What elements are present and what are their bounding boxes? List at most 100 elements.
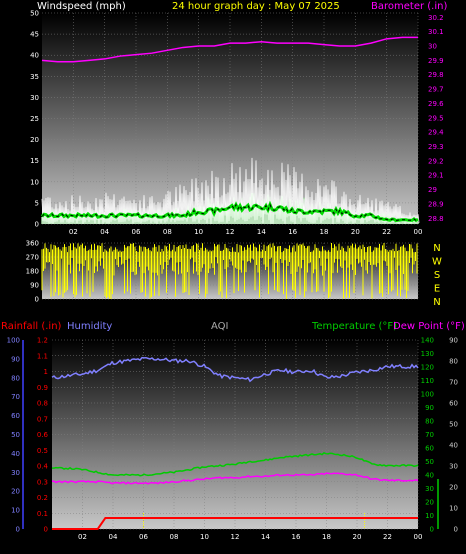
barometer-tick-label: 29.4 (428, 129, 444, 137)
windspeed-tick-label: 20 (30, 136, 39, 144)
humidity-series-line (51, 356, 419, 383)
hour-tick-label: 04 (109, 533, 118, 541)
windspeed-tick-label: 15 (30, 157, 39, 165)
barometer-tick-label: 29.3 (428, 143, 444, 151)
barometer-tick-label: 29.9 (428, 57, 444, 65)
hour-tick-label: 12 (226, 228, 235, 236)
temperature-tick-label: 80 (425, 418, 434, 426)
hour-tick-label: 16 (292, 533, 301, 541)
rainfall-series-line (52, 516, 418, 530)
barometer-tick-label: 30.2 (428, 14, 444, 22)
barometer-tick-label: 29.6 (428, 100, 444, 108)
panel3-grid (52, 339, 419, 530)
temperature-tick-label: 100 (421, 391, 434, 399)
direction-tick-label: 360 (26, 240, 39, 248)
panel3-series (51, 356, 419, 530)
barometer-tick-label: 28.8 (428, 215, 444, 223)
hour-tick-label: 14 (257, 228, 266, 236)
hour-tick-label: 14 (261, 533, 270, 541)
humidity-tick-label: 30 (11, 469, 20, 477)
temperature-tick-label: 120 (421, 364, 434, 372)
hour-tick-label: 20 (353, 533, 362, 541)
aqi-tick-label: 80 (449, 358, 458, 366)
rain-humidity-temperature-panel: 0 0.1 0.2 0.3 0.4 0.5 0.6 0.7 0.8 0.9 1 1.1 1.2 0 10 20… (1, 321, 465, 541)
direction-tick-label: 90 (30, 282, 39, 290)
barometer-tick-label: 29.5 (428, 114, 444, 122)
hour-tick-label: 06 (132, 228, 141, 236)
humidity-tick-label: 0 (16, 526, 20, 534)
compass-label: N (433, 297, 440, 308)
hour-tick-label: 00 (414, 533, 423, 541)
aqi-tick-label: 50 (449, 421, 458, 429)
aqi-tick-label: 40 (449, 442, 458, 450)
temperature-tick-label: 70 (425, 431, 434, 439)
barometer-axis-label: Barometer (.in) (371, 1, 447, 12)
windspeed-tick-label: 0 (35, 221, 39, 229)
humidity-tick-label: 50 (11, 431, 20, 439)
rainfall-tick-label: 0.6 (37, 431, 49, 439)
hour-tick-label: 10 (194, 228, 203, 236)
hour-tick-label: 02 (78, 533, 87, 541)
humidity-tick-label: 70 (11, 393, 20, 401)
rainfall-tick-label: 1 (44, 368, 48, 376)
hour-tick-label: 04 (100, 228, 109, 236)
humidity-axis-label: Humidity (67, 321, 112, 332)
temperature-tick-label: 90 (425, 404, 434, 412)
panel3-ticks: 0 0.1 0.2 0.3 0.4 0.5 0.6 0.7 0.8 0.9 1 1.1 1.2 0 10 20… (7, 337, 458, 542)
aqi-tick-label: 0 (454, 526, 458, 534)
humidity-tick-label: 40 (11, 450, 20, 458)
hour-tick-label: 16 (288, 228, 297, 236)
hour-tick-label: 12 (231, 533, 240, 541)
temperature-tick-label: 130 (421, 350, 434, 358)
panel1-ticks: 0 5 10 15 20 25 30 35 40 45 50 28.8 28.9 29 29.1 29.2 29… (30, 10, 444, 237)
direction-tick-label: 0 (35, 296, 39, 304)
hour-tick-label: 08 (170, 533, 179, 541)
barometer-series-line (41, 36, 418, 63)
windspeed-tick-label: 10 (30, 178, 39, 186)
temperature-tick-label: 60 (425, 445, 434, 453)
temperature-tick-label: 110 (421, 377, 434, 385)
panel1-grid (42, 12, 419, 225)
rainfall-tick-label: 0.2 (37, 494, 48, 502)
barometer-tick-label: 30.1 (428, 28, 444, 36)
direction-tick-label: 180 (26, 268, 39, 276)
windspeed-tick-label: 5 (35, 199, 39, 207)
aqi-tick-label: 60 (449, 400, 458, 408)
windspeed-barometer-panel: 0 5 10 15 20 25 30 35 40 45 50 28.8 28.9 29 29.1 29.2 29… (30, 1, 447, 236)
rainfall-tick-label: 1.2 (37, 337, 48, 345)
barometer-tick-label: 29.8 (428, 71, 444, 79)
temperature-axis-label: Temperature (°F) (311, 321, 397, 332)
wind-average-dash (41, 203, 419, 222)
hour-tick-label: 00 (414, 228, 423, 236)
hour-tick-label: 06 (139, 533, 148, 541)
windspeed-series-line (41, 157, 420, 225)
windspeed-axis-label: Windspeed (mph) (37, 1, 126, 12)
hour-tick-label: 22 (383, 533, 392, 541)
temperature-tick-label: 50 (425, 458, 434, 466)
hour-tick-label: 08 (163, 228, 172, 236)
chart-title: 24 hour graph day : May 07 2025 (172, 1, 340, 12)
rainfall-tick-label: 1.1 (37, 352, 48, 360)
aqi-tick-label: 20 (449, 484, 458, 492)
aqi-tick-label: 90 (449, 337, 458, 345)
compass-label: N (433, 243, 440, 254)
temperature-tick-label: 10 (425, 512, 434, 520)
panel2-series (41, 243, 418, 299)
barometer-tick-label: 29.2 (428, 157, 444, 165)
rainfall-tick-label: 0.8 (37, 400, 48, 408)
compass-label: E (434, 284, 440, 295)
windspeed-tick-label: 35 (30, 73, 39, 81)
windspeed-tick-label: 25 (30, 115, 39, 123)
rainfall-tick-label: 0.1 (37, 510, 48, 518)
aqi-tick-label: 70 (449, 379, 458, 387)
rainfall-axis-label: Rainfall (.in) (1, 321, 62, 332)
windspeed-tick-label: 30 (30, 94, 39, 102)
temperature-tick-label: 20 (425, 499, 434, 507)
humidity-tick-label: 90 (11, 355, 20, 363)
rainfall-tick-label: 0.7 (37, 415, 48, 423)
windspeed-tick-label: 45 (30, 31, 39, 39)
temperature-tick-label: 140 (421, 337, 434, 345)
